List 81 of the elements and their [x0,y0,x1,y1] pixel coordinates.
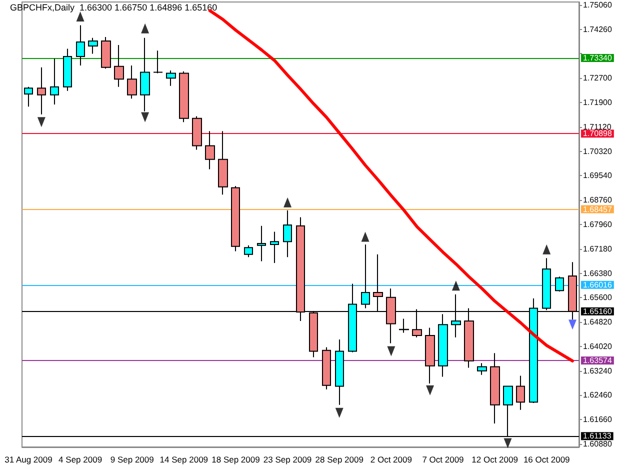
point [504,438,512,448]
ref-line-label: 1.61133 [583,432,612,441]
y-tick-label: 1.61660 [583,415,612,424]
line-series [208,9,574,362]
candlestick [399,318,409,334]
y-tick-label: 1.75060 [583,0,612,10]
y-tick-label: 1.70320 [583,147,612,156]
candlestick [205,130,215,170]
candlestick [76,24,85,66]
y-tick-label: 1.71900 [583,98,612,108]
y-tick-label: 1.65600 [583,293,612,302]
candlestick [179,70,189,123]
x-tick-label: 28 Sep 2009 [315,454,364,464]
y-tick-label: 1.67960 [583,220,612,230]
point [426,385,434,396]
point [335,408,344,418]
ref-line-label: 1.73340 [583,54,612,63]
x-tick-label: 16 Oct 2009 [523,454,570,464]
candlestick [244,244,253,258]
candlestick [335,339,344,406]
y-tick-label: 1.63240 [583,366,612,376]
point [37,117,46,128]
point [452,280,460,291]
candlestick [361,244,370,309]
x-tick-label: 18 Sep 2009 [212,454,260,464]
candlestick [37,66,46,115]
x-tick-label: 9 Sep 2009 [110,454,154,464]
point [542,244,551,254]
candlestick [114,44,124,88]
x-tick-label: 14 Sep 2009 [160,454,208,464]
y-tick-label: 1.72700 [583,73,612,82]
ref-line-label: 1.70898 [583,129,612,138]
chart-title: GBPCHFx,Daily 1.66300 1.66750 1.64896 1.65160 [10,2,218,12]
candlestick [490,352,500,424]
point [76,12,84,22]
candlestick [257,225,266,262]
x-tick-label: 7 Oct 2009 [422,454,464,464]
candlestick [192,116,202,150]
candlestick [477,362,487,376]
candlestick [127,64,137,100]
candlestick [516,375,525,410]
candlestick [270,231,279,264]
ref-line-label: 1.65160 [583,306,612,316]
y-tick-label: 1.71120 [583,122,612,132]
x-tick-label: 12 Oct 2009 [472,454,518,464]
y-tick-label: 1.62460 [583,390,612,400]
point [361,232,370,242]
candlestick [425,327,435,384]
point [387,346,396,356]
candlestick [166,70,176,86]
candlestick [322,346,331,390]
candlestick [50,58,59,105]
y-tick-label: 1.69540 [583,171,612,180]
candlestick [101,36,111,70]
y-tick-label: 1.66380 [583,269,612,278]
candlestick [438,314,448,378]
y-tick-label: 1.60880 [583,439,612,448]
ref-line-label: 1.66016 [583,280,612,290]
point [568,320,577,330]
point [141,112,150,122]
ref-line-label: 1.68457 [583,204,612,214]
x-tick-label: 2 Oct 2009 [370,454,412,464]
point [141,23,150,34]
y-tick-label: 1.64020 [583,342,612,352]
y-tick-label: 1.68760 [583,195,612,204]
y-tick-label: 1.64820 [583,317,612,326]
candlestick [24,86,33,108]
y-tick-label: 1.74260 [583,25,612,34]
x-tick-label: 23 Sep 2009 [263,454,312,464]
ref-line-label: 1.63574 [583,356,612,365]
candlestick [63,48,72,92]
candlestick [218,130,228,196]
x-tick-label: 4 Sep 2009 [58,454,102,464]
candlestick [153,50,163,74]
candlestick [555,276,564,292]
x-tick-label: 31 Aug 2009 [4,454,53,464]
y-tick-label: 1.67180 [583,244,612,254]
candlestick [231,185,240,252]
candlestick [283,210,292,258]
point [284,197,292,208]
candlestick [88,37,98,54]
